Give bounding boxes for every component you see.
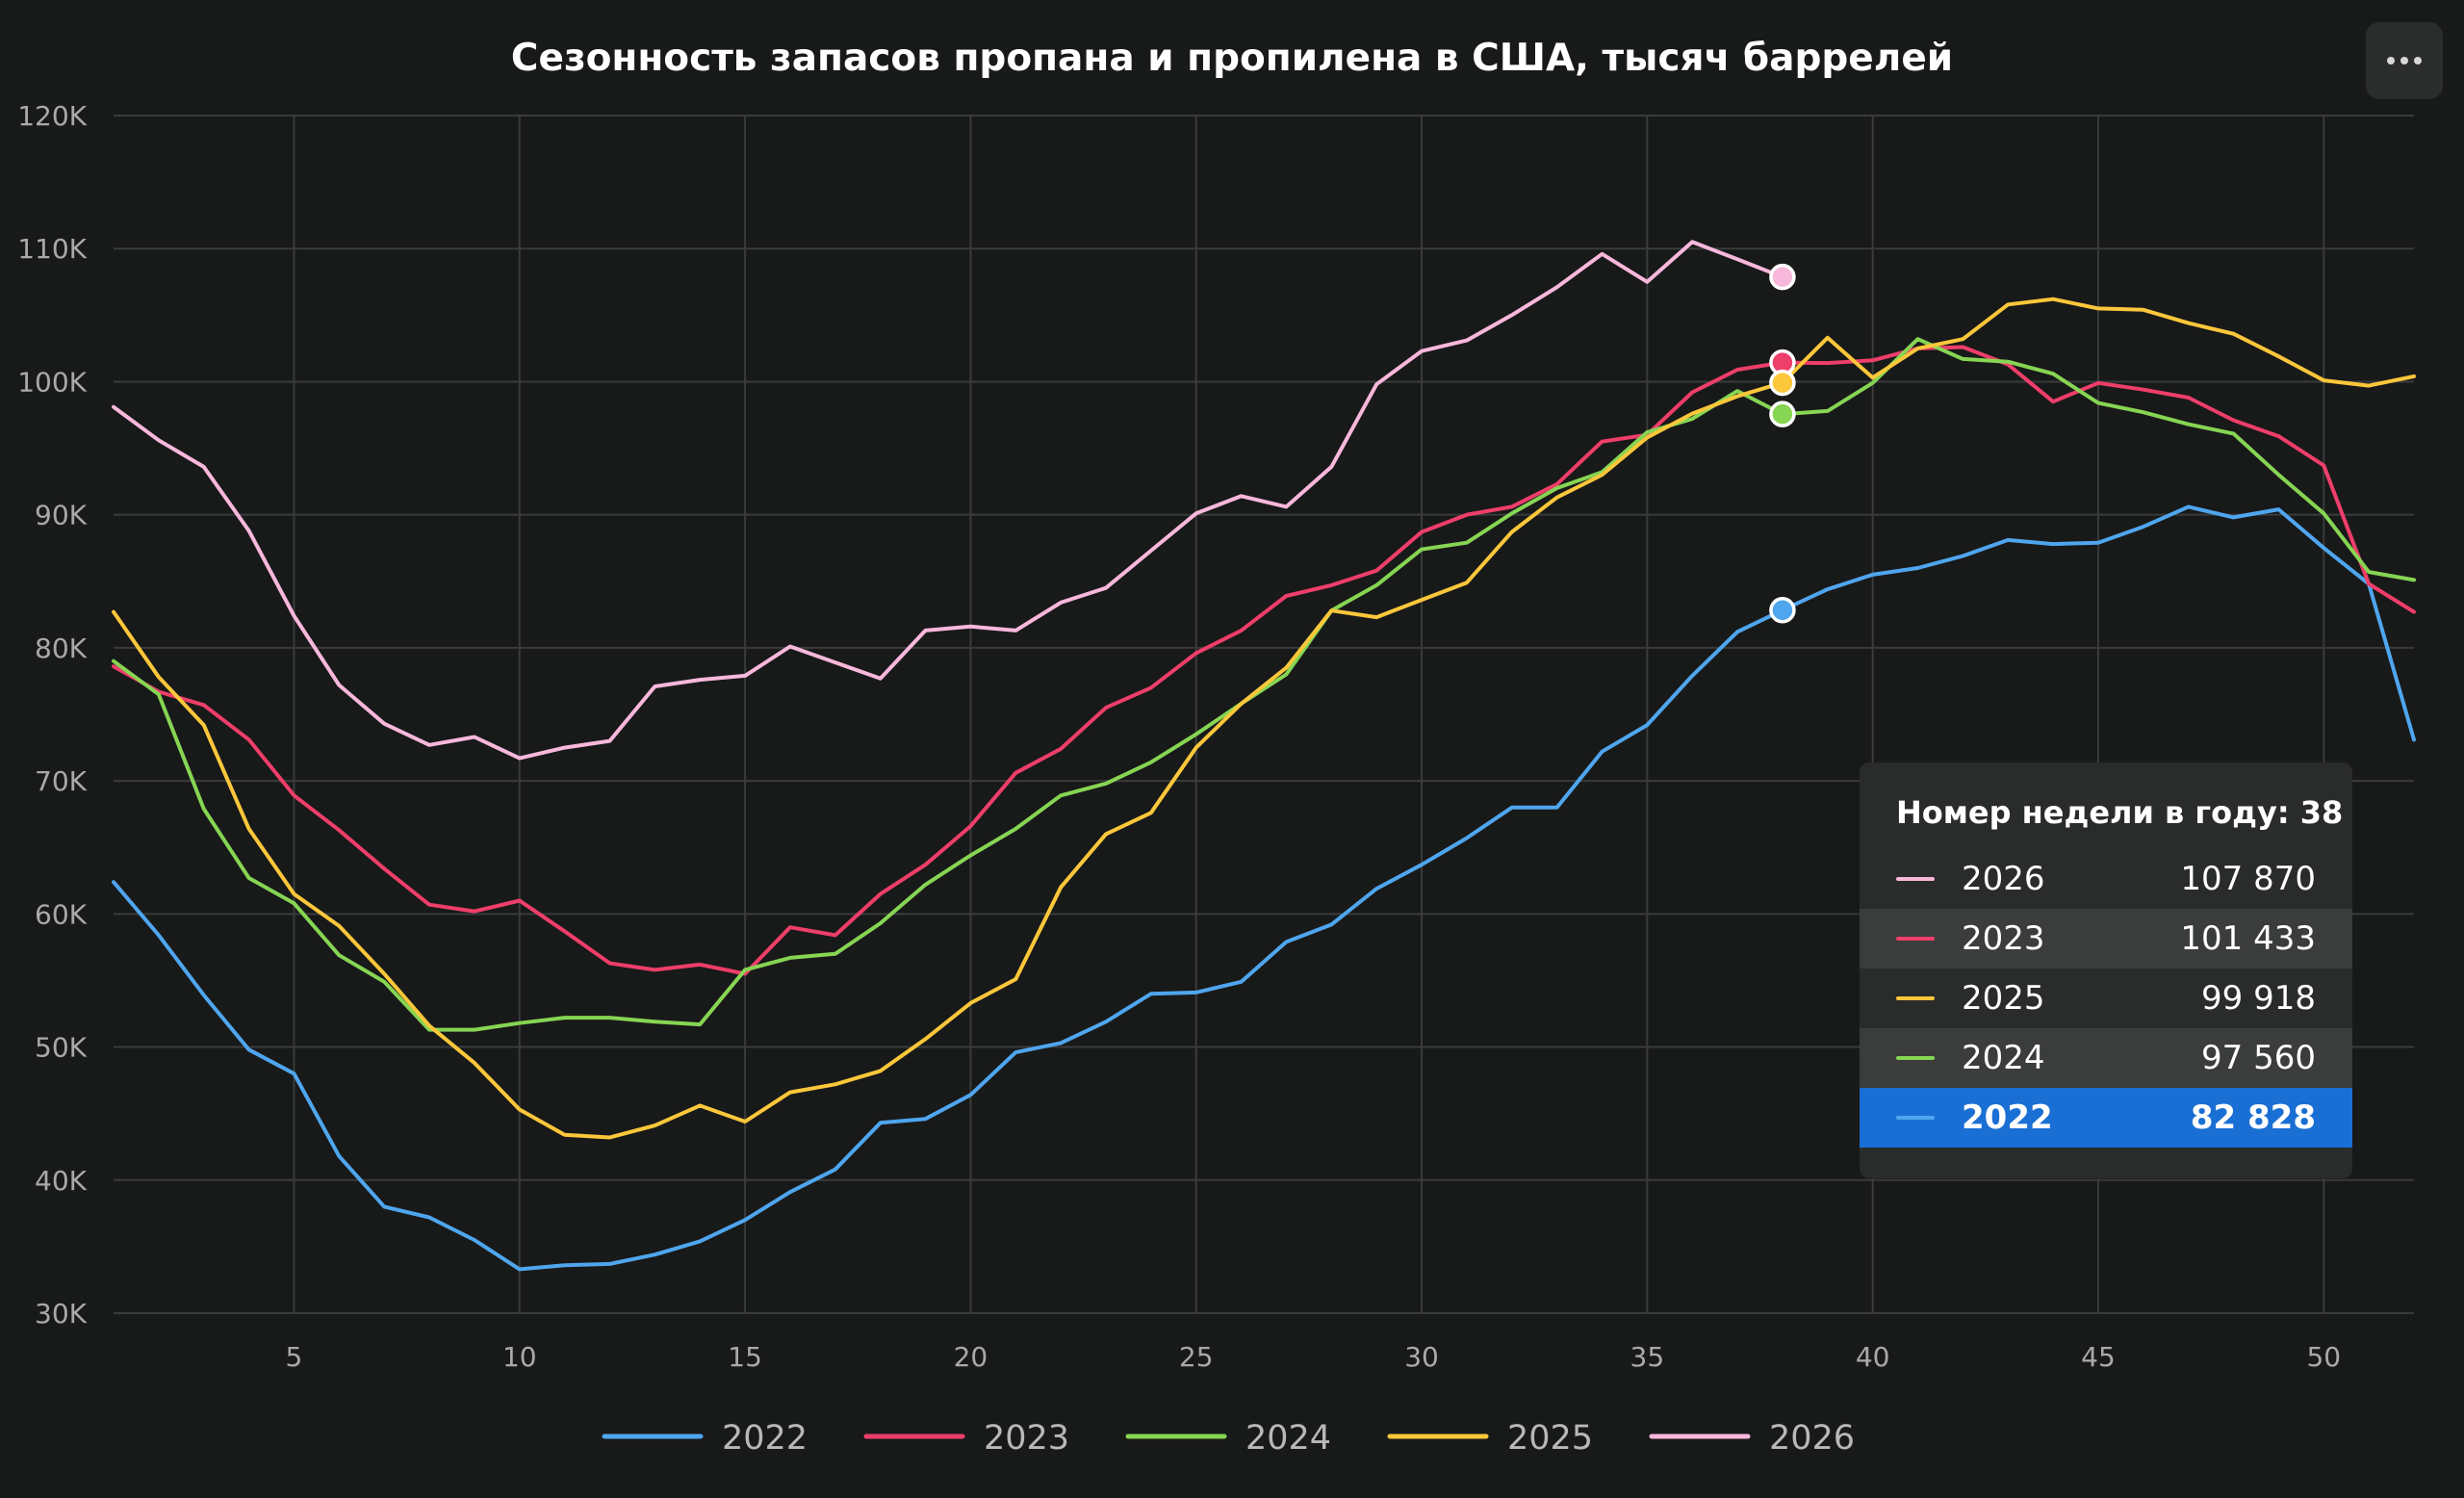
- tooltip: Номер недели в году: 38 2026 107 870 2023 1…: [1860, 762, 2352, 1178]
- y-tick-label: 110K: [17, 233, 87, 265]
- tooltip-row-2026: 2026 107 870: [1860, 849, 2352, 909]
- hover-marker-2024: [1769, 400, 1796, 427]
- tooltip-swatch: [1896, 1056, 1935, 1060]
- grid: [114, 115, 2414, 1314]
- series-line-2025: [112, 297, 2416, 1140]
- x-tick-label: 30: [1404, 1341, 1439, 1373]
- tooltip-series-name: 2023: [1962, 919, 2045, 958]
- y-tick-label: 30K: [35, 1298, 88, 1330]
- tooltip-series-name: 2022: [1962, 1098, 2053, 1137]
- x-tick-label: 10: [502, 1341, 537, 1373]
- tooltip-row-2022: 2022 82 828: [1860, 1088, 2352, 1148]
- series: [112, 240, 2416, 1272]
- tooltip-swatch: [1896, 996, 1935, 1000]
- tooltip-series-value: 107 870: [2180, 860, 2316, 898]
- hover-marker-2026: [1769, 263, 1796, 291]
- tooltip-row-2024: 2024 97 560: [1860, 1028, 2352, 1088]
- tooltip-swatch: [1896, 1116, 1935, 1120]
- legend-label-2022[interactable]: 2022: [722, 1419, 808, 1458]
- x-tick-label: 45: [2081, 1341, 2116, 1373]
- more-options-button[interactable]: [2366, 22, 2443, 99]
- series-line-2026: [112, 240, 1784, 761]
- tooltip-series-name: 2025: [1962, 979, 2045, 1018]
- tooltip-row-2025: 2025 99 918: [1860, 969, 2352, 1028]
- y-tick-label: 100K: [17, 366, 87, 398]
- series-line-2023: [112, 345, 2416, 976]
- y-tick-label: 90K: [35, 500, 88, 531]
- series-line-2024: [112, 337, 2416, 1032]
- y-axis: 30K 40K 50K 60K 70K 80K 90K 100K 110K 120K: [17, 100, 87, 1330]
- x-tick-label: 25: [1179, 1341, 1214, 1373]
- x-axis: 5 10 15 20 25 30 35 40 45 50: [286, 1341, 2342, 1373]
- x-tick-label: 15: [728, 1341, 762, 1373]
- chart-title: Сезонность запасов пропана и пропилена в…: [511, 37, 1953, 80]
- more-horizontal-icon: [2387, 57, 2395, 65]
- legend-label-2026[interactable]: 2026: [1769, 1419, 1855, 1458]
- x-tick-label: 5: [286, 1341, 303, 1373]
- x-tick-label: 50: [2306, 1341, 2341, 1373]
- hover-markers: [1769, 263, 1796, 624]
- y-tick-label: 80K: [35, 633, 88, 664]
- legend: 2022 2023 2024 2025 2026: [602, 1419, 1855, 1458]
- tooltip-rows: 2026 107 870 2023 101 433 2025 99 918 2024 97 5…: [1860, 849, 2352, 1148]
- tooltip-series-name: 2024: [1962, 1039, 2045, 1077]
- x-tick-label: 20: [954, 1341, 988, 1373]
- x-tick-label: 35: [1630, 1341, 1665, 1373]
- y-tick-label: 120K: [17, 100, 87, 132]
- tooltip-swatch: [1896, 877, 1935, 881]
- tooltip-series-value: 99 918: [2201, 979, 2316, 1018]
- hover-marker-2025: [1769, 369, 1796, 397]
- x-tick-label: 40: [1856, 1341, 1890, 1373]
- tooltip-row-2023: 2023 101 433: [1860, 909, 2352, 969]
- legend-label-2024[interactable]: 2024: [1245, 1419, 1331, 1458]
- y-tick-label: 60K: [35, 898, 88, 930]
- tooltip-swatch: [1896, 937, 1935, 941]
- y-tick-label: 40K: [35, 1165, 88, 1197]
- tooltip-series-name: 2026: [1962, 860, 2045, 898]
- series-line-2022: [112, 504, 2416, 1272]
- legend-label-2023[interactable]: 2023: [984, 1419, 1069, 1458]
- tooltip-series-value: 97 560: [2201, 1039, 2316, 1077]
- y-tick-label: 70K: [35, 765, 88, 797]
- legend-label-2025[interactable]: 2025: [1507, 1419, 1593, 1458]
- hover-marker-2022: [1769, 597, 1796, 624]
- y-tick-label: 50K: [35, 1032, 88, 1064]
- tooltip-series-value: 101 433: [2180, 919, 2316, 958]
- tooltip-header: Номер недели в году: 38: [1896, 794, 2344, 831]
- tooltip-series-value: 82 828: [2190, 1098, 2316, 1137]
